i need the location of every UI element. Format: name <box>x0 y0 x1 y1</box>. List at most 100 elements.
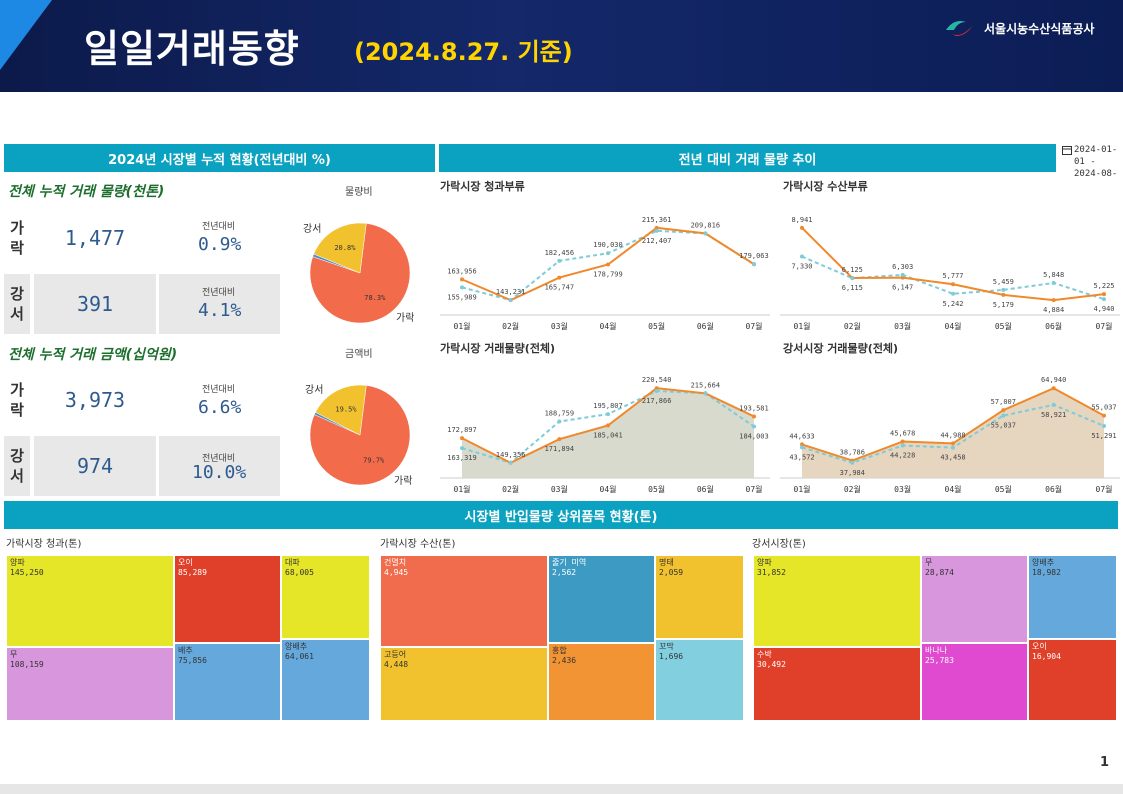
data-point-current <box>654 386 659 391</box>
data-label-lower: 171,894 <box>545 445 575 453</box>
treemap-item-value: 2,436 <box>552 656 577 665</box>
x-tick-label: 04월 <box>600 484 617 494</box>
treemap-item-value: 16,904 <box>1032 652 1061 661</box>
data-point-previous <box>900 443 905 448</box>
chart-title-garak-total: 가락시장 거래물량(전체) <box>440 342 556 355</box>
data-point-current <box>557 275 562 280</box>
data-label-lower: 43,458 <box>940 454 965 462</box>
x-tick-label: 01월 <box>794 321 811 331</box>
treemap-cell[interactable]: 양배추 18,982 <box>1028 555 1117 639</box>
treemap-cell[interactable]: 무 28,874 <box>921 555 1028 643</box>
data-point-current <box>800 225 804 230</box>
data-label-upper: 6,303 <box>892 263 913 271</box>
volume-garak-value-tile: 1,477 <box>34 206 156 270</box>
treemap-cell[interactable]: 바나나 25,783 <box>921 643 1028 721</box>
treemap-cell[interactable]: 홍합 2,436 <box>548 643 655 721</box>
treemap-item-value: 64,061 <box>285 652 314 661</box>
treemap-cell[interactable]: 명태 2,059 <box>655 555 744 639</box>
treemap-item-name: 배추 <box>178 646 193 655</box>
treemap-cell[interactable]: 대파 68,005 <box>281 555 370 639</box>
data-point-previous <box>557 419 562 424</box>
treemap-cell[interactable]: 수박 30,492 <box>753 647 921 721</box>
data-point-previous <box>557 258 562 263</box>
treemap-cell[interactable]: 오이 16,904 <box>1028 639 1117 721</box>
report-date: (2024.8.27. 기준) <box>354 38 573 66</box>
data-point-previous <box>606 412 610 417</box>
treemap-item-name: 바나나 <box>925 646 948 655</box>
treemap-cell[interactable]: 양파 145,250 <box>6 555 174 647</box>
amount-garak-yoy-label: 전년대비 <box>202 385 236 395</box>
x-tick-label: 06월 <box>1045 321 1062 331</box>
top-items-section-title: 시장별 반입물량 상위품목 현황(톤) <box>4 501 1118 529</box>
treemap-item-name: 오이 <box>178 558 193 567</box>
treemap-cell[interactable]: 고등어 4,448 <box>380 647 548 721</box>
treemap-cell[interactable]: 양파 31,852 <box>753 555 921 647</box>
data-point-current <box>1102 413 1106 418</box>
amount-garak-market-label: 가락 <box>10 381 24 419</box>
treemap-item-name: 양배추 <box>285 642 308 651</box>
treemap-cell[interactable]: 줄기 미역 2,562 <box>548 555 655 643</box>
data-label-upper: 5,777 <box>942 272 963 280</box>
treemap-cell[interactable]: 무 108,159 <box>6 647 174 721</box>
area-fill-current <box>462 388 754 478</box>
data-point-current <box>1102 292 1106 297</box>
data-label-upper: 44,633 <box>789 432 814 440</box>
org-name: 서울시농수산식품공사 <box>984 22 1095 36</box>
data-label-upper: 5,848 <box>1043 271 1064 279</box>
date-range-filter[interactable]: 2024-01-01 - 2024-08- <box>1074 145 1118 179</box>
data-label-lower: 217,866 <box>642 397 672 405</box>
volume-gangseo-yoy-label: 전년대비 <box>202 288 236 298</box>
data-point-current <box>460 436 464 441</box>
treemap-item-name: 꼬막 <box>659 642 674 651</box>
amount-garak-value-tile: 3,973 <box>34 368 156 432</box>
org-logo-icon <box>946 21 972 36</box>
data-point-previous <box>654 388 659 393</box>
treemap-item-name: 줄기 미역 <box>552 558 587 567</box>
data-point-previous <box>951 291 955 296</box>
data-label-upper: 163,956 <box>447 267 477 275</box>
data-label-lower: 5,179 <box>993 301 1014 309</box>
data-point-current <box>900 275 905 280</box>
header-banner: 일일거래동향 (2024.8.27. 기준) 서울시농수산식품공사 <box>0 0 1123 92</box>
data-label-upper: 44,988 <box>940 431 965 439</box>
chart-title-garak-produce: 가락시장 청과부류 <box>440 180 525 193</box>
x-tick-label: 07월 <box>746 484 763 494</box>
data-label-lower: 4,940 <box>1093 305 1114 313</box>
volume-gangseo-market-label: 강서 <box>4 274 30 334</box>
data-point-previous <box>1102 423 1106 428</box>
data-label-upper: 220,540 <box>642 376 672 384</box>
x-tick-label: 04월 <box>945 484 962 494</box>
treemap-cell[interactable]: 꼬막 1,696 <box>655 639 744 721</box>
volume-garak-market-label: 가락 <box>10 219 24 257</box>
page-title: 일일거래동향 <box>84 27 300 71</box>
x-tick-label: 03월 <box>551 321 568 331</box>
line-chart-garak-seafood: 01월 02월 03월 04월 05월 06월 07월 8,941 7,330 6,125 6,11… <box>780 216 1120 331</box>
x-tick-label: 02월 <box>502 321 519 331</box>
data-label-upper: 6,125 <box>842 266 863 274</box>
x-tick-label: 04월 <box>945 321 962 331</box>
data-point-current <box>1051 298 1056 303</box>
treemap-cell[interactable]: 양배추 64,061 <box>281 639 370 721</box>
data-label-lower: 165,747 <box>545 284 575 292</box>
amount-share-pie-chart: 79.7% 19.5% <box>309 384 411 486</box>
data-point-previous <box>752 424 756 429</box>
treemap-item-name: 홍합 <box>552 646 567 655</box>
treemap-item-value: 108,159 <box>10 660 44 669</box>
treemap-cell[interactable]: 건멸치 4,945 <box>380 555 548 647</box>
treemap-item-value: 18,982 <box>1032 568 1061 577</box>
calendar-icon[interactable] <box>1062 145 1072 155</box>
treemap-cell[interactable]: 오이 85,289 <box>174 555 281 643</box>
data-point-current <box>800 442 804 447</box>
data-point-previous <box>703 231 708 236</box>
data-label-upper: 38,786 <box>840 449 865 457</box>
data-label-upper: 5,459 <box>993 278 1014 286</box>
line-chart-garak-produce: 01월 02월 03월 04월 05월 06월 07월 163,956 155,989 143,2… <box>440 216 770 331</box>
data-label-upper: 55,037 <box>1091 404 1116 412</box>
data-label-lower: 155,989 <box>447 293 477 301</box>
data-label-upper: 45,678 <box>890 430 915 438</box>
data-label-lower: 6,147 <box>892 284 913 292</box>
x-tick-label: 03월 <box>551 484 568 494</box>
treemap-cell[interactable]: 배추 75,856 <box>174 643 281 721</box>
data-label-lower: 4,884 <box>1043 306 1064 314</box>
data-point-previous <box>951 445 955 450</box>
